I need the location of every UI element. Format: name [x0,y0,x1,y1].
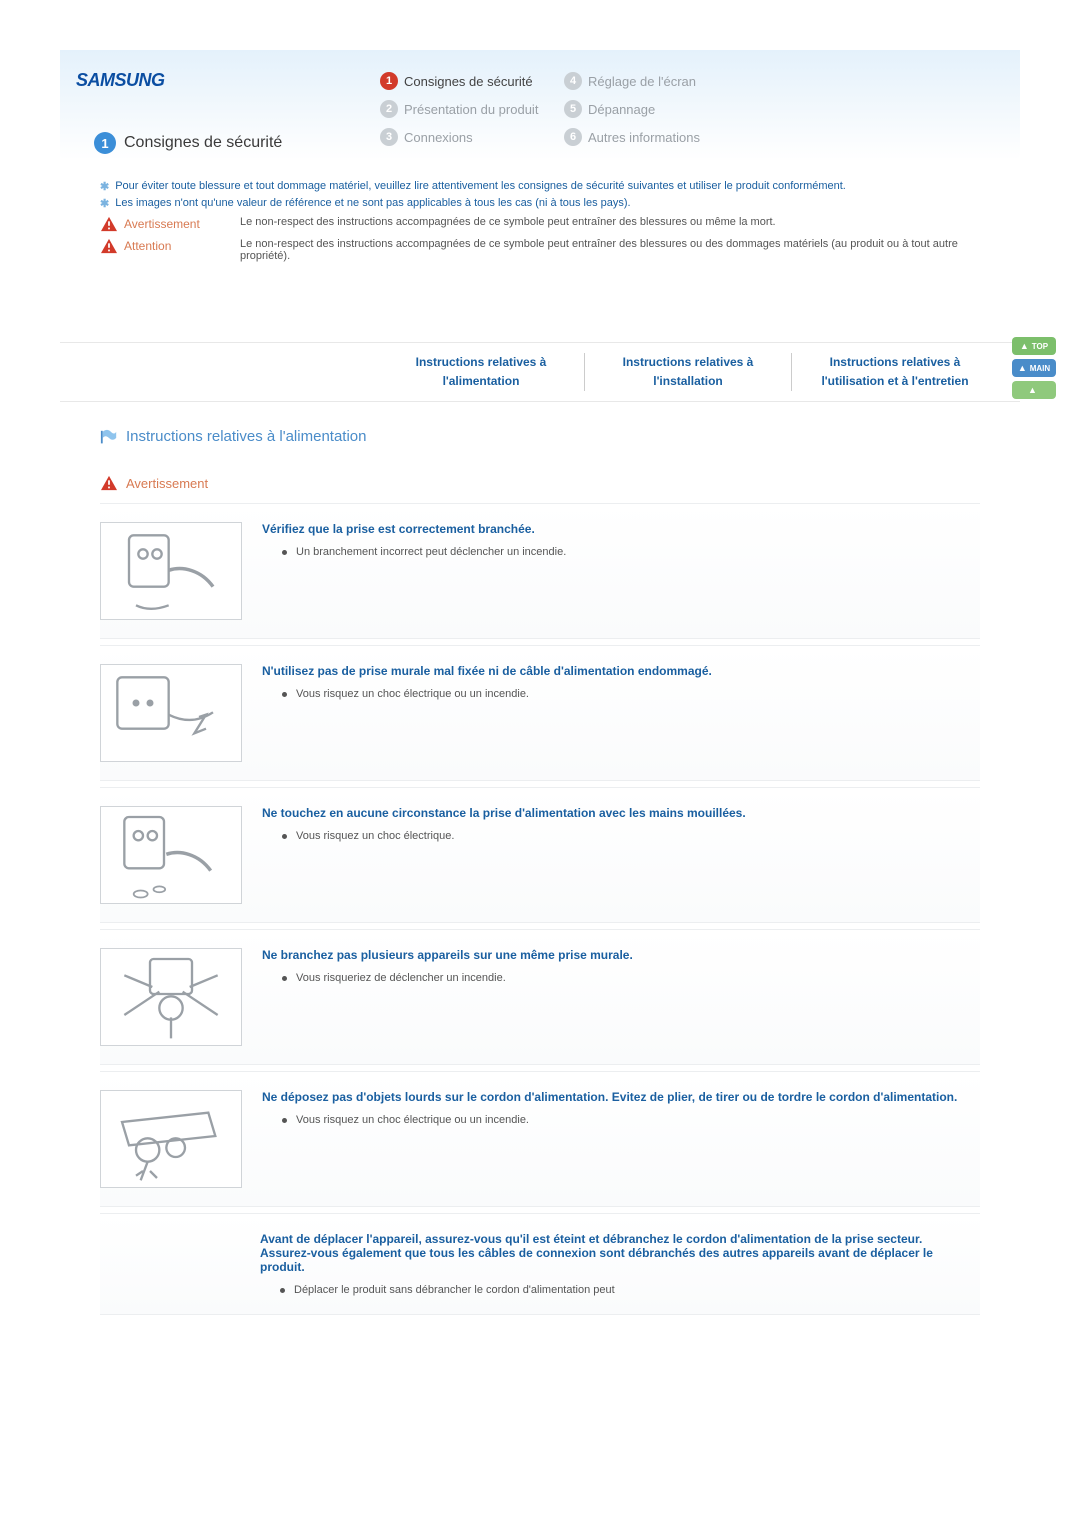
intro-line: ✱ Pour éviter toute blessure et tout dom… [100,180,980,193]
sub-nav-bar: Instructions relatives à l'alimentationI… [60,342,1020,402]
nav-number-badge: 5 [564,100,582,118]
samsung-logo: SAMSUNG [76,70,165,91]
page-title-text: Consignes de sécurité [124,134,282,152]
nav-item[interactable]: 2 Présentation du produit [380,100,560,118]
page-title: 1 Consignes de sécurité [94,132,282,154]
nav-item[interactable]: 4 Réglage de l'écran [564,72,744,90]
items-list: Vérifiez que la prise est correctement b… [100,503,980,1315]
nav-number-badge: 6 [564,128,582,146]
instruction-desc: Vous risquez un choc électrique ou un in… [282,1114,960,1126]
nav-number-badge: 2 [380,100,398,118]
section-title: Instructions relatives à l'alimentation [100,428,980,445]
side-button-label: MAIN [1030,364,1050,373]
page: SAMSUNG 1 Consignes de sécurité 4 Réglage d… [0,50,1080,1315]
header: SAMSUNG 1 Consignes de sécurité 4 Réglage d… [60,50,1020,160]
up-arrow-icon: ▲ [1028,385,1037,395]
legend-row: Attention Le non-respect des instruction… [100,238,980,262]
nav-label: Réglage de l'écran [588,74,696,89]
warning-triangle-icon [100,238,118,254]
nav-number-badge: 4 [564,72,582,90]
page-title-number: 1 [94,132,116,154]
instruction-row: Vérifiez que la prise est correctement b… [100,503,980,639]
instruction-illustration [100,664,242,762]
instruction-title: Ne branchez pas plusieurs appareils sur … [262,948,960,962]
instruction-illustration [100,1090,242,1188]
instruction-row: Ne déposez pas d'objets lourds sur le co… [100,1071,980,1207]
warning-triangle-icon [100,216,118,232]
nav-item[interactable]: 1 Consignes de sécurité [380,72,560,90]
nav-number-badge: 3 [380,128,398,146]
legend-label: Avertissement [100,216,230,232]
sub-nav: Instructions relatives à l'alimentationI… [100,353,980,391]
legend-desc: Le non-respect des instructions accompag… [240,238,980,262]
nav-label: Dépannage [588,102,655,117]
intro-text: Pour éviter toute blessure et tout domma… [115,180,846,192]
instruction-desc: Déplacer le produit sans débrancher le c… [280,1284,960,1296]
bullet-icon: ✱ [100,180,109,193]
instruction-illustration [100,522,242,620]
instruction-title: N'utilisez pas de prise murale mal fixée… [262,664,960,678]
instruction-title: Ne touchez en aucune circonstance la pri… [262,806,960,820]
instruction-desc: Vous risqueriez de déclencher un incendi… [282,972,960,984]
nav-item[interactable]: 6 Autres informations [564,128,744,146]
subnav-link[interactable]: Instructions relatives à l'alimentation [378,353,585,391]
instruction-desc: Un branchement incorrect peut déclencher… [282,546,960,558]
legend-label-text: Attention [124,239,171,253]
nav-item[interactable]: 5 Dépannage [564,100,744,118]
nav-label: Présentation du produit [404,102,538,117]
legend-label: Attention [100,238,230,254]
subnav-link[interactable]: Instructions relatives à l'installation [585,353,792,391]
instruction-body: Ne branchez pas plusieurs appareils sur … [262,948,980,1046]
nav-label: Connexions [404,130,473,145]
instruction-illustration [100,948,242,1046]
intro-block: ✱ Pour éviter toute blessure et tout dom… [60,180,1020,302]
nav-number-badge: 1 [380,72,398,90]
nav-item[interactable]: 3 Connexions [380,128,560,146]
side-button-label: TOP [1032,342,1048,351]
legend-desc: Le non-respect des instructions accompag… [240,216,776,228]
legend-label-text: Avertissement [124,217,200,231]
intro-text: Les images n'ont qu'une valeur de référe… [115,197,630,209]
instruction-title: Ne déposez pas d'objets lourds sur le co… [262,1090,960,1104]
instruction-body: N'utilisez pas de prise murale mal fixée… [262,664,980,762]
nav-label: Autres informations [588,130,700,145]
warning-heading: Avertissement [100,475,980,491]
main-nav: 1 Consignes de sécurité 4 Réglage de l'écra… [380,72,744,146]
instruction-row: Avant de déplacer l'appareil, assurez-vo… [100,1213,980,1315]
instruction-desc: Vous risquez un choc électrique ou un in… [282,688,960,700]
subnav-link[interactable]: Instructions relatives à l'utilisation e… [792,353,980,391]
legend-row: Avertissement Le non-respect des instruc… [100,216,980,232]
instruction-title: Avant de déplacer l'appareil, assurez-vo… [260,1232,960,1274]
side-button-top[interactable]: ▲TOP [1012,337,1056,355]
instruction-row: Ne branchez pas plusieurs appareils sur … [100,929,980,1065]
legend: Avertissement Le non-respect des instruc… [100,216,980,262]
side-buttons: ▲TOP▲MAIN▲ [1012,337,1056,399]
up-arrow-icon: ▲ [1018,363,1027,373]
instruction-illustration [100,806,242,904]
instruction-row: Ne touchez en aucune circonstance la pri… [100,787,980,923]
side-button-main[interactable]: ▲MAIN [1012,359,1056,377]
up-arrow-icon: ▲ [1020,341,1029,351]
bullet-icon: ✱ [100,197,109,210]
instruction-body: Avant de déplacer l'appareil, assurez-vo… [260,1232,980,1296]
intro-line: ✱ Les images n'ont qu'une valeur de réfé… [100,197,980,210]
instruction-title: Vérifiez que la prise est correctement b… [262,522,960,536]
side-button-back[interactable]: ▲ [1012,381,1056,399]
warning-heading-text: Avertissement [126,476,208,491]
instruction-desc: Vous risquez un choc électrique. [282,830,960,842]
flag-icon [100,429,118,445]
section-title-text: Instructions relatives à l'alimentation [126,428,366,445]
instruction-body: Vérifiez que la prise est correctement b… [262,522,980,620]
warning-triangle-icon [100,475,118,491]
section: Instructions relatives à l'alimentation … [60,428,1020,1315]
nav-label: Consignes de sécurité [404,74,533,89]
instruction-row: N'utilisez pas de prise murale mal fixée… [100,645,980,781]
instruction-body: Ne déposez pas d'objets lourds sur le co… [262,1090,980,1188]
instruction-body: Ne touchez en aucune circonstance la pri… [262,806,980,904]
